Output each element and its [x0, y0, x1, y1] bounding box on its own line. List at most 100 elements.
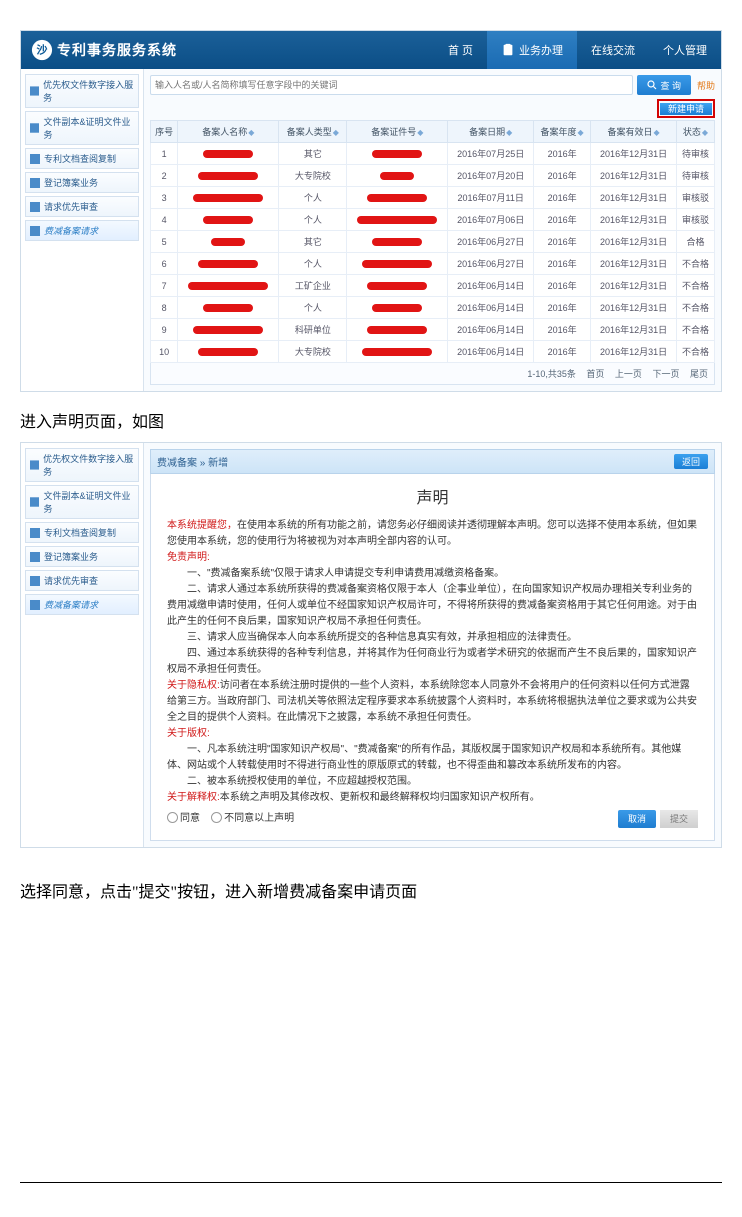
sidebar-item-2[interactable]: 专利文档查阅复制 [25, 148, 139, 169]
nav-label: 个人管理 [663, 42, 707, 58]
col-header[interactable]: 备案证件号◆ [347, 121, 448, 143]
table-row[interactable]: 3个人2016年07月11日2016年2016年12月31日审核驳 [151, 187, 715, 209]
radio-agree[interactable] [167, 812, 178, 823]
table-row[interactable]: 5其它2016年06月27日2016年2016年12月31日合格 [151, 231, 715, 253]
copy-p1: 一、凡本系统注明"国家知识产权局"、"费减备案"的所有作品，其版权属于国家知识产… [167, 742, 698, 774]
main-area: 查 询 帮助 新建申请 序号备案人名称◆备案人类型◆备案证件号◆备案日期◆备案年… [144, 69, 721, 391]
table-cell: 不合格 [676, 275, 714, 297]
search-button[interactable]: 查 询 [637, 75, 691, 95]
table-row[interactable]: 8个人2016年06月14日2016年2016年12月31日不合格 [151, 297, 715, 319]
table-row[interactable]: 4个人2016年07月06日2016年2016年12月31日审核驳 [151, 209, 715, 231]
copy-p2: 二、被本系统授权使用的单位，不应超越授权范围。 [167, 774, 698, 790]
help-link[interactable]: 帮助 [697, 79, 715, 92]
intro-rest: 在使用本系统的所有功能之前，请您务必仔细阅读并透彻理解本声明。您可以选择不使用本… [167, 520, 697, 547]
doc-icon [30, 226, 40, 236]
sidebar-label: 费减备案请求 [44, 224, 98, 237]
sidebar-item-4[interactable]: 请求优先审查 [25, 196, 139, 217]
col-header[interactable]: 备案人名称◆ [178, 121, 279, 143]
action-buttons: 取消 提交 [618, 810, 698, 828]
table-cell [178, 275, 279, 297]
table-row[interactable]: 2大专院校2016年07月20日2016年2016年12月31日待审核 [151, 165, 715, 187]
declaration-title: 声明 [167, 486, 698, 512]
table-cell: 2016年 [534, 231, 591, 253]
nav-biz[interactable]: 业务办理 [487, 31, 577, 69]
doc-icon [30, 600, 40, 610]
svg-text:沙: 沙 [37, 44, 48, 57]
p3: 三、请求人应当确保本人向本系统所提交的各种信息真实有效，并承担相应的法律责任。 [167, 630, 698, 646]
sidebar-item-5[interactable]: 费减备案请求 [25, 220, 139, 241]
sidebar2-item-2[interactable]: 专利文档查阅复制 [25, 522, 139, 543]
doc-icon [30, 528, 40, 538]
sidebar-label: 优先权文件数字接入服务 [43, 78, 134, 104]
sidebar-item-3[interactable]: 登记簿案业务 [25, 172, 139, 193]
search-icon [647, 80, 657, 90]
submit-button[interactable]: 提交 [660, 810, 698, 828]
doc-icon [30, 497, 39, 507]
table-cell [347, 297, 448, 319]
col-header[interactable]: 备案年度◆ [534, 121, 591, 143]
nav-home[interactable]: 首 页 [434, 31, 487, 69]
panel-header: 费减备案 » 新增 返回 [150, 449, 715, 474]
sidebar-item-1[interactable]: 文件副本&证明文件业务 [25, 111, 139, 145]
page-last[interactable]: 尾页 [690, 369, 708, 379]
col-header[interactable]: 备案有效日◆ [591, 121, 677, 143]
sidebar-label: 文件副本&证明文件业务 [43, 115, 134, 141]
table-cell: 2016年06月14日 [448, 319, 534, 341]
sidebar2-item-3[interactable]: 登记簿案业务 [25, 546, 139, 567]
table-row[interactable]: 7工矿企业2016年06月14日2016年2016年12月31日不合格 [151, 275, 715, 297]
table-cell: 2016年12月31日 [591, 187, 677, 209]
table-cell: 不合格 [676, 297, 714, 319]
sidebar2-item-5[interactable]: 费减备案请求 [25, 594, 139, 615]
cancel-button[interactable]: 取消 [618, 810, 656, 828]
section-interp: 关于解释权:本系统之声明及其修改权、更新权和最终解释权均归国家知识产权所有。 [167, 790, 698, 806]
page-prev[interactable]: 上一页 [615, 369, 642, 379]
page-next[interactable]: 下一页 [652, 369, 679, 379]
sidebar-label: 专利文档查阅复制 [44, 152, 116, 165]
sidebar-label: 请求优先审查 [44, 574, 98, 587]
agree-label: 同意 [180, 813, 200, 824]
table-cell: 合格 [676, 231, 714, 253]
new-button[interactable]: 新建申请 [660, 103, 712, 115]
table-cell: 科研单位 [279, 319, 347, 341]
clipboard-icon [501, 43, 515, 57]
sidebar2-item-4[interactable]: 请求优先审查 [25, 570, 139, 591]
table-cell: 2016年06月14日 [448, 275, 534, 297]
app-frame-2: 优先权文件数字接入服务 文件副本&证明文件业务 专利文档查阅复制 登记簿案业务 … [20, 442, 722, 848]
table-cell [178, 143, 279, 165]
page-first[interactable]: 首页 [586, 369, 604, 379]
sidebar-label: 登记簿案业务 [44, 550, 98, 563]
table-cell [347, 143, 448, 165]
search-input[interactable] [150, 75, 633, 95]
table-cell: 工矿企业 [279, 275, 347, 297]
table-cell: 2016年 [534, 187, 591, 209]
table-cell: 2016年06月14日 [448, 341, 534, 363]
sidebar-label: 专利文档查阅复制 [44, 526, 116, 539]
nav-user[interactable]: 个人管理 [649, 31, 721, 69]
col-header[interactable]: 状态◆ [676, 121, 714, 143]
col-header[interactable]: 备案日期◆ [448, 121, 534, 143]
doc-icon [30, 123, 39, 133]
sidebar2-item-0[interactable]: 优先权文件数字接入服务 [25, 448, 139, 482]
table-row[interactable]: 6个人2016年06月27日2016年2016年12月31日不合格 [151, 253, 715, 275]
table-cell: 2016年 [534, 275, 591, 297]
nav-chat[interactable]: 在线交流 [577, 31, 649, 69]
table-cell: 2016年12月31日 [591, 275, 677, 297]
table-cell: 2 [151, 165, 178, 187]
table-row[interactable]: 1其它2016年07月25日2016年2016年12月31日待审核 [151, 143, 715, 165]
table-row[interactable]: 9科研单位2016年06月14日2016年2016年12月31日不合格 [151, 319, 715, 341]
sidebar-item-0[interactable]: 优先权文件数字接入服务 [25, 74, 139, 108]
col-header[interactable]: 序号 [151, 121, 178, 143]
sidebar-label: 文件副本&证明文件业务 [43, 489, 134, 515]
table-cell [347, 275, 448, 297]
col-header[interactable]: 备案人类型◆ [279, 121, 347, 143]
back-button[interactable]: 返回 [674, 454, 708, 469]
table-row[interactable]: 10大专院校2016年06月14日2016年2016年12月31日不合格 [151, 341, 715, 363]
sidebar2-item-1[interactable]: 文件副本&证明文件业务 [25, 485, 139, 519]
table-cell: 2016年 [534, 165, 591, 187]
table-cell [347, 341, 448, 363]
top-bar: 沙 专利事务服务系统 首 页 业务办理 在线交流 个人管理 [21, 31, 721, 69]
table-cell: 待审核 [676, 165, 714, 187]
new-bar: 新建申请 [150, 99, 715, 118]
red-text: 关于隐私权: [167, 680, 220, 691]
radio-disagree[interactable] [211, 812, 222, 823]
